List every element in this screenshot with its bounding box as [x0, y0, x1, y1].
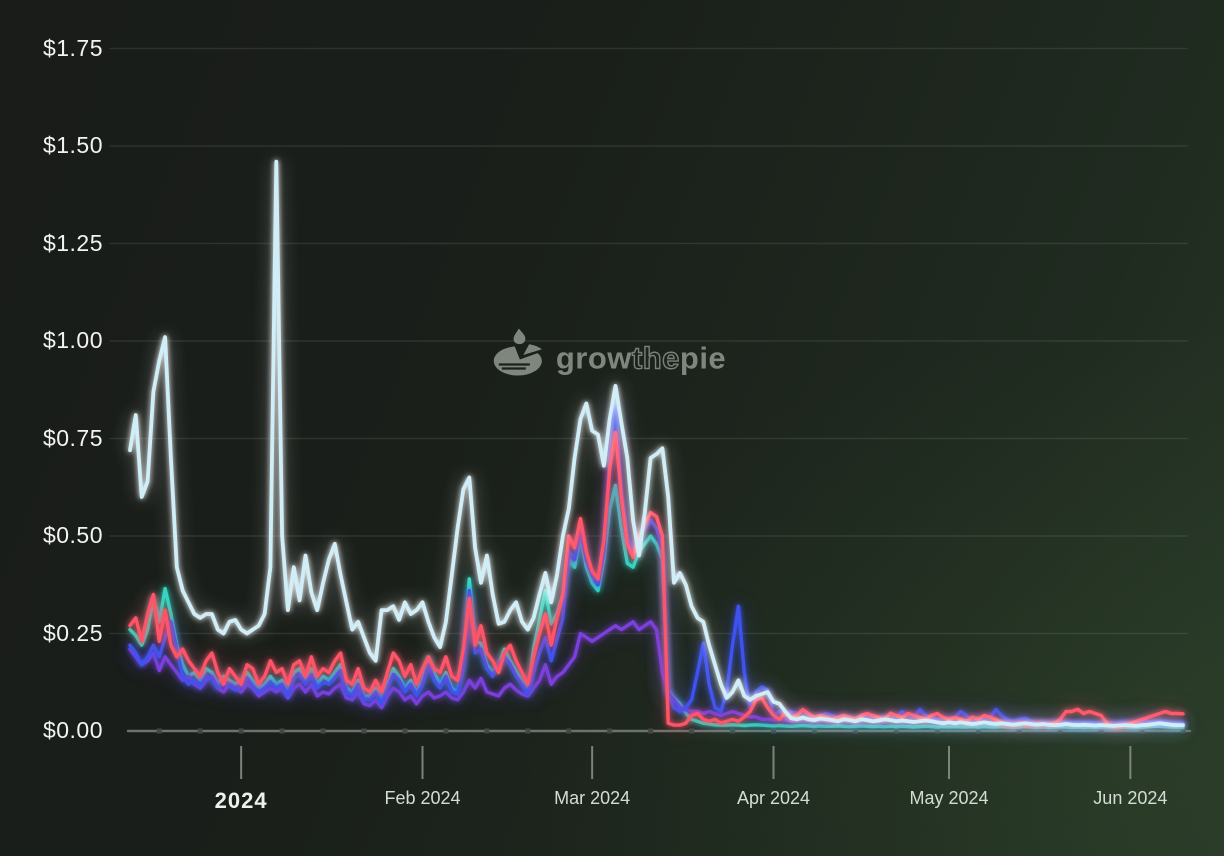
teal-series-line — [128, 483, 1185, 730]
axis-minor-tick — [1139, 728, 1145, 734]
y-axis-tick-label: $0.00 — [42, 716, 103, 743]
y-axis-tick-label: $0.25 — [42, 619, 103, 646]
axis-minor-tick — [1057, 728, 1063, 734]
purple-series-line — [128, 620, 1185, 727]
y-axis-tick-label: $1.00 — [42, 326, 103, 353]
x-axis-month-label: Jun 2024 — [1093, 788, 1168, 808]
growthepie-wordmark: growthepie — [555, 339, 727, 376]
axis-minor-tick — [771, 728, 776, 734]
axis-minor-tick — [607, 728, 613, 734]
axis-minor-tick — [156, 728, 162, 734]
growthepie-watermark: growthepie — [490, 328, 726, 389]
wordmark-grow: grow — [555, 340, 632, 375]
axis-minor-tick — [811, 728, 817, 734]
axis-minor-tick — [320, 728, 326, 734]
axis-minor-tick — [566, 728, 572, 734]
red-series-line — [128, 430, 1185, 729]
growthepie-logo-icon — [490, 328, 546, 389]
y-axis-tick-label: $0.75 — [42, 424, 103, 451]
x-axis-month-label: May 2024 — [909, 788, 989, 808]
y-axis-tick-label: $1.50 — [42, 131, 103, 158]
y-axis-tick-label: $1.25 — [42, 229, 103, 256]
axis-minor-tick — [279, 728, 285, 734]
wordmark-pie: pie — [679, 340, 727, 375]
y-axis-tick-label: $0.50 — [42, 521, 103, 548]
axis-minor-tick — [1098, 728, 1104, 734]
axis-minor-tick — [1016, 728, 1022, 734]
axis-minor-tick — [238, 728, 244, 734]
axis-minor-tick — [934, 728, 940, 734]
axis-minor-tick — [443, 728, 449, 734]
y-axis: $0.00 $0.25 $0.50 $0.75 $1.00 $1.25 $1.50 $1.75 — [0, 0, 103, 856]
wordmark-the: the — [631, 339, 680, 375]
axis-minor-tick — [852, 728, 858, 734]
light-blue-series-line — [128, 159, 1185, 728]
y-axis-tick-label: $1.75 — [42, 34, 103, 61]
axis-minor-tick — [730, 728, 736, 734]
axis-minor-tick — [689, 728, 695, 734]
x-axis-month-label: Apr 2024 — [736, 788, 811, 808]
x-axis-month-label: Mar 2024 — [554, 788, 631, 808]
axis-minor-tick — [525, 728, 531, 734]
axis-minor-tick — [402, 728, 408, 734]
blue-series-line — [128, 401, 1185, 726]
x-axis: 2024 Feb 2024 Mar 2024 Apr 2024 May 2024 Jun … — [0, 788, 1224, 828]
axis-minor-tick — [484, 728, 490, 734]
x-axis-year-label: 2024 — [214, 788, 268, 813]
axis-minor-tick — [197, 728, 203, 734]
axis-minor-tick — [1180, 728, 1186, 734]
axis-minor-tick — [975, 728, 981, 734]
axis-minor-tick — [361, 728, 367, 734]
axis-minor-tick — [893, 728, 899, 734]
axis-minor-tick — [648, 728, 654, 734]
x-axis-month-label: Feb 2024 — [384, 788, 461, 808]
